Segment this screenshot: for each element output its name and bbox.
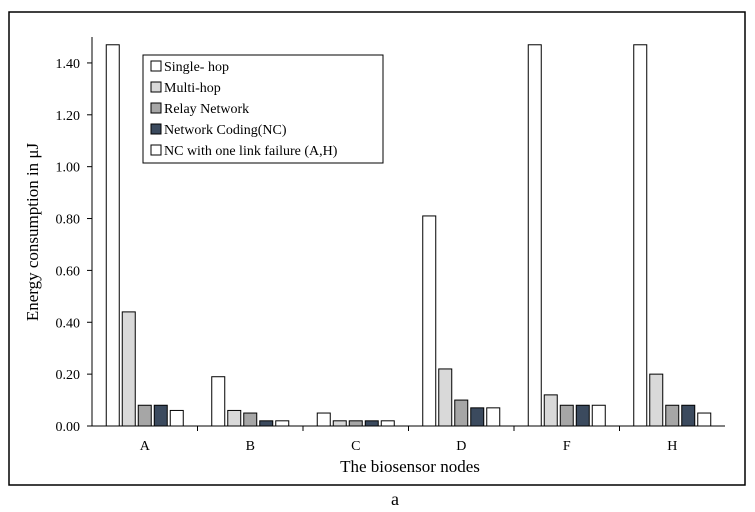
- y-axis-title: Energy consumption in μJ: [23, 142, 42, 321]
- x-tick-label: F: [563, 439, 571, 454]
- bar-A-5: [169, 409, 184, 427]
- bar-H-5: [697, 412, 712, 427]
- y-tick-label: 0.40: [56, 316, 81, 331]
- bar-H-2: [649, 373, 664, 427]
- legend-swatch: [150, 144, 162, 156]
- x-tick-label: B: [246, 439, 255, 454]
- bar-F-3: [559, 404, 574, 427]
- legend-label: Multi-hop: [164, 81, 221, 96]
- bar-H-1: [633, 44, 648, 427]
- y-tick-label: 1.20: [56, 109, 81, 124]
- bar-C-2: [332, 420, 347, 427]
- bar-C-5: [380, 420, 395, 427]
- bar-A-1: [105, 44, 120, 427]
- bar-D-1: [422, 215, 437, 427]
- x-axis-title: The biosensor nodes: [340, 457, 480, 476]
- bar-B-2: [227, 409, 242, 427]
- bar-D-5: [486, 407, 501, 427]
- legend-label: Network Coding(NC): [164, 123, 287, 138]
- bar-F-5: [591, 404, 606, 427]
- legend-box: [142, 54, 384, 164]
- bar-B-5: [275, 420, 290, 427]
- bar-A-4: [153, 404, 168, 427]
- legend-swatch: [150, 123, 162, 135]
- bar-C-4: [364, 420, 379, 427]
- bars-group: [105, 44, 712, 427]
- legend-label: Single- hop: [164, 60, 229, 75]
- bar-C-1: [316, 412, 331, 427]
- bar-H-4: [681, 404, 696, 427]
- bar-B-1: [211, 376, 226, 427]
- x-tick-label: H: [667, 439, 677, 454]
- bar-D-3: [454, 399, 469, 427]
- y-tick-label: 0.00: [56, 420, 81, 435]
- y-tick-label: 1.40: [56, 57, 81, 72]
- x-tick-label: D: [456, 439, 466, 454]
- x-tick-label: C: [351, 439, 360, 454]
- bar-F-2: [543, 394, 558, 427]
- y-tick-label: 0.20: [56, 368, 81, 383]
- legend-swatch: [150, 81, 162, 93]
- bar-D-4: [470, 407, 485, 427]
- legend: Single- hop Multi-hop Relay Network Network…: [142, 54, 384, 164]
- bar-C-3: [348, 420, 363, 427]
- y-tick-label: 0.80: [56, 213, 81, 228]
- legend-swatch: [150, 60, 162, 72]
- legend-swatch: [150, 102, 162, 114]
- bar-H-3: [665, 404, 680, 427]
- y-axis-ticks: 0.00 0.20 0.40 0.60 0.80 1.00 1.20 1.40: [56, 57, 92, 435]
- bar-A-3: [137, 404, 152, 427]
- bar-A-2: [121, 311, 136, 427]
- legend-label: NC with one link failure (A,H): [164, 144, 338, 159]
- legend-label: Relay Network: [164, 102, 249, 117]
- bar-F-4: [575, 404, 590, 427]
- bar-B-3: [243, 412, 258, 427]
- bar-F-1: [527, 44, 542, 427]
- figure-caption: a: [391, 489, 399, 509]
- bar-B-4: [259, 420, 274, 427]
- y-tick-label: 0.60: [56, 264, 81, 279]
- y-tick-label: 1.00: [56, 161, 81, 176]
- bar-D-2: [438, 368, 453, 427]
- x-tick-label: A: [140, 439, 151, 454]
